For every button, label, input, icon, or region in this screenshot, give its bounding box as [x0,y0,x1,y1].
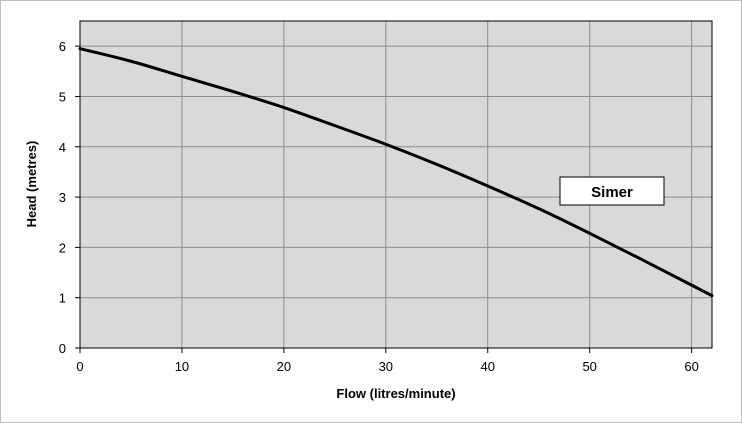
x-tick-label: 10 [175,359,189,374]
x-tick-label: 20 [277,359,291,374]
y-tick-label: 0 [59,341,66,356]
x-tick-label: 40 [481,359,495,374]
axis-ticks: 0 10 20 30 40 50 60 0 1 2 3 4 5 6 [59,39,699,374]
y-tick-label: 4 [59,140,66,155]
y-tick-label: 5 [59,89,66,104]
y-tick-label: 3 [59,190,66,205]
series-layer [78,47,714,298]
legend: Simer [559,176,665,206]
series-line-simer [78,47,714,298]
y-tick-label: 2 [59,240,66,255]
plot-frame [79,20,713,349]
y-axis-title: Head (metres) [24,141,39,228]
y-tick-label: 6 [59,39,66,54]
grid-lines [80,21,712,348]
legend-box [559,176,665,206]
y-tick-label: 1 [59,291,66,306]
legend-label-simer: Simer [591,184,633,201]
x-tick-label: 60 [684,359,698,374]
x-tick-label: 30 [379,359,393,374]
x-tick-label: 0 [76,359,83,374]
x-axis-title: Flow (litres/minute) [336,386,455,401]
x-tick-label: 50 [582,359,596,374]
